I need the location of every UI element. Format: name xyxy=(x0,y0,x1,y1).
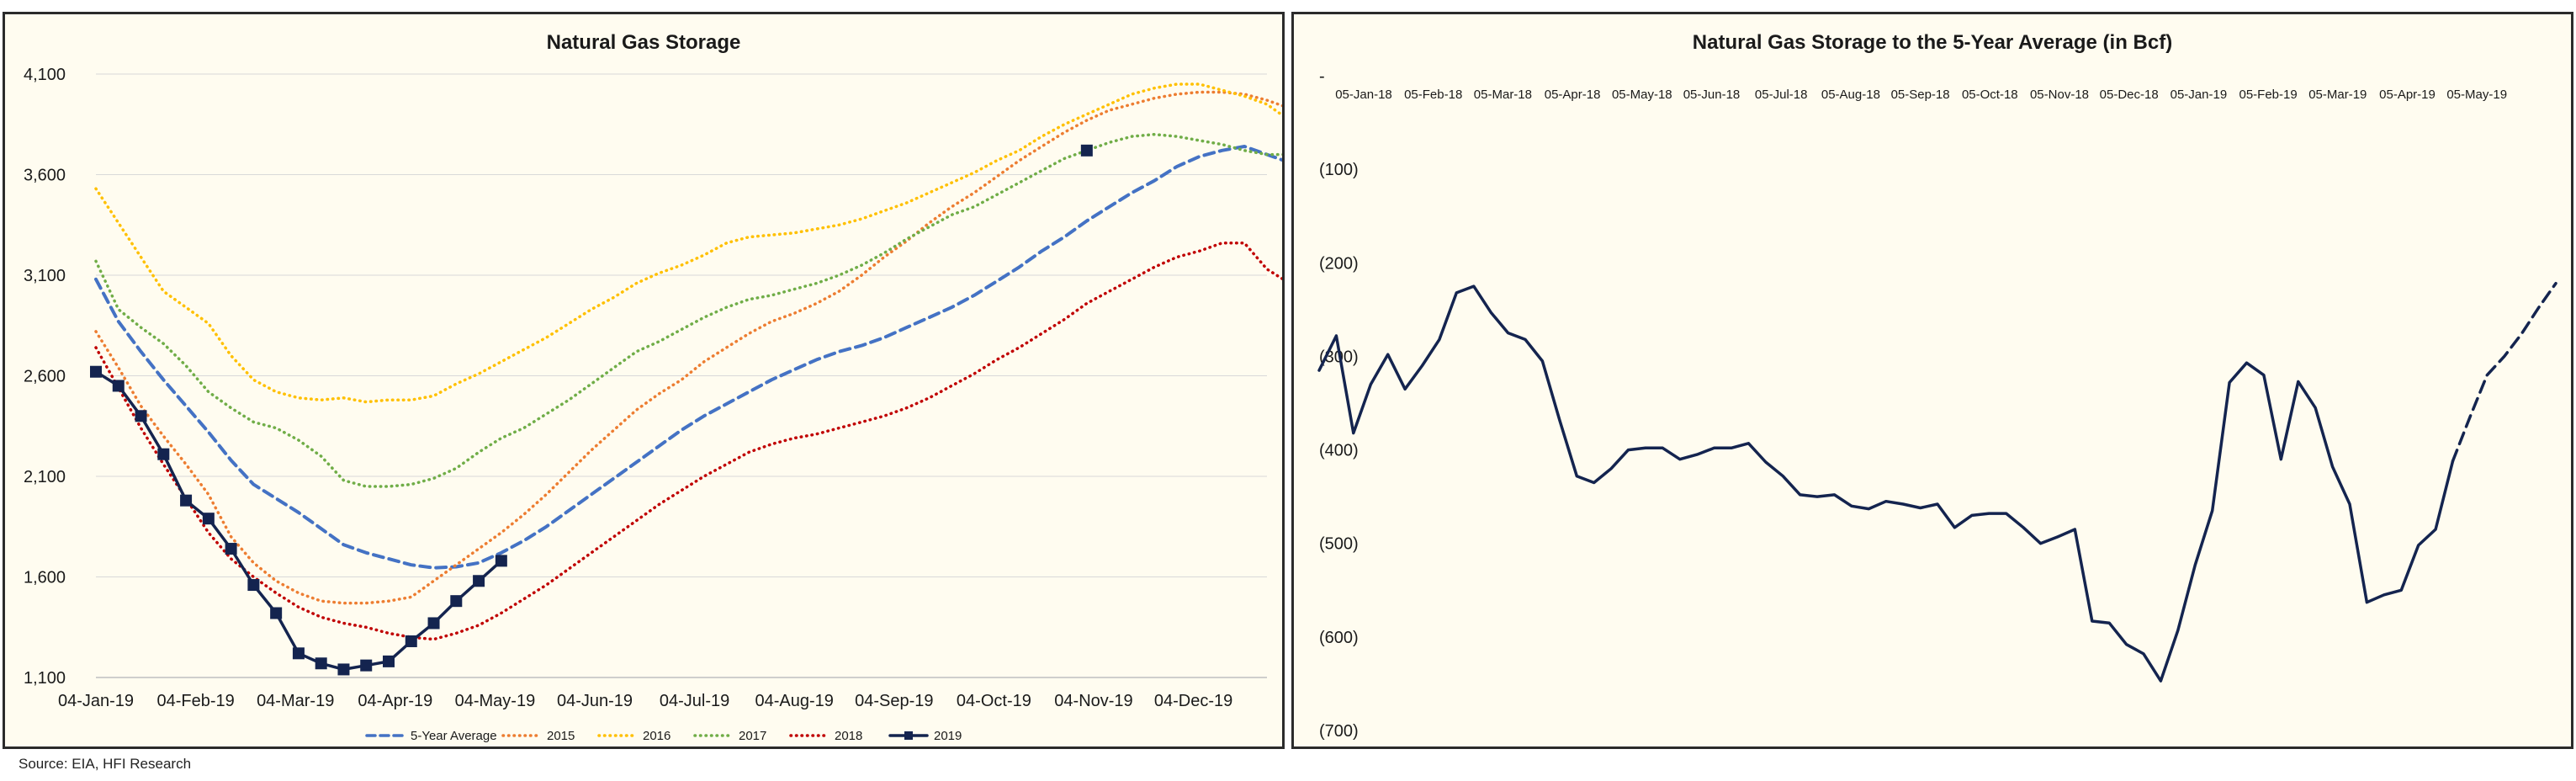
data-point-marker xyxy=(292,647,305,660)
y-tick-label: 3,600 xyxy=(24,167,66,185)
data-point-marker xyxy=(1080,144,1093,157)
x-tick-label: 05-Jan-18 xyxy=(1335,88,1392,102)
x-tick-label: 04-Mar-19 xyxy=(257,692,334,710)
legend-label: 2018 xyxy=(835,729,862,743)
x-tick-label: 05-Dec-18 xyxy=(2100,88,2159,102)
y-tick-label: (200) xyxy=(1319,254,1359,273)
x-tick-label: 05-Apr-19 xyxy=(2379,88,2436,102)
x-tick-label: 05-Sep-18 xyxy=(1891,88,1950,102)
x-tick-label: 04-Jul-19 xyxy=(660,692,729,710)
data-point-marker xyxy=(450,595,463,608)
x-tick-label: 05-Mar-19 xyxy=(2308,88,2367,102)
data-point-marker xyxy=(225,543,237,555)
y-tick-label: 1,600 xyxy=(24,569,66,587)
data-point-marker xyxy=(157,448,170,460)
storage-vs-average-panel: Natural Gas Storage to the 5-Year Averag… xyxy=(1291,12,2573,749)
y-tick-label: 2,600 xyxy=(24,368,66,386)
data-point-marker xyxy=(315,657,327,670)
data-point-marker xyxy=(202,513,215,525)
x-tick-label: 04-Nov-19 xyxy=(1054,692,1132,710)
chart-title: Natural Gas Storage to the 5-Year Averag… xyxy=(1693,31,2172,54)
x-tick-label: 04-Jan-19 xyxy=(58,692,134,710)
series-line-0 xyxy=(1317,284,2455,683)
y-tick-label: - xyxy=(1319,67,1325,86)
x-tick-label: 05-Nov-18 xyxy=(2030,88,2089,102)
y-tick-label: 2,100 xyxy=(24,468,66,486)
series-line-4 xyxy=(94,242,1282,641)
data-point-marker xyxy=(383,655,395,667)
series-line-1 xyxy=(94,90,1282,605)
x-tick-label: 05-Jul-18 xyxy=(1755,88,1808,102)
x-tick-label: 05-Apr-18 xyxy=(1545,88,1601,102)
y-tick-label: (700) xyxy=(1319,722,1359,741)
x-tick-label: 04-Sep-19 xyxy=(855,692,933,710)
series-line-1 xyxy=(2451,281,2557,463)
x-tick-label: 04-Apr-19 xyxy=(358,692,432,710)
legend-label: 2019 xyxy=(934,729,962,743)
series-line-5 xyxy=(94,369,503,672)
x-tick-label: 05-Oct-18 xyxy=(1962,88,2018,102)
x-tick-label: 05-Feb-19 xyxy=(2239,88,2297,102)
series-line-3 xyxy=(94,132,1282,488)
x-tick-label: 05-Feb-18 xyxy=(1404,88,1462,102)
data-point-marker xyxy=(473,575,485,587)
x-tick-label: 04-Feb-19 xyxy=(156,692,234,710)
y-tick-label: (500) xyxy=(1319,535,1359,554)
data-point-marker xyxy=(90,365,102,378)
data-point-marker xyxy=(135,410,147,422)
legend-label: 2015 xyxy=(547,729,575,743)
x-tick-label: 04-May-19 xyxy=(455,692,536,710)
legend-label: 2017 xyxy=(739,729,766,743)
x-tick-label: 04-Oct-19 xyxy=(957,692,1031,710)
y-tick-label: (400) xyxy=(1319,442,1359,460)
series-line-0 xyxy=(94,145,1282,570)
legend-label: 5-Year Average xyxy=(411,729,497,743)
x-tick-label: 04-Dec-19 xyxy=(1154,692,1232,710)
x-tick-label: 05-Jan-19 xyxy=(2171,88,2228,102)
x-tick-label: 05-May-18 xyxy=(1612,88,1672,102)
storage-chart: Natural Gas Storage 4,100 3,600 3,100 2,600 2… xyxy=(24,31,1282,743)
chart-title: Natural Gas Storage xyxy=(547,31,741,54)
x-tick-label: 05-Jun-18 xyxy=(1683,88,1741,102)
storage-chart-panel: Natural Gas Storage 4,100 3,600 3,100 2,600 2… xyxy=(3,12,1285,749)
source-note: Source: EIA, HFI Research xyxy=(19,756,192,772)
y-tick-label: (100) xyxy=(1319,161,1359,179)
data-point-marker xyxy=(405,635,417,647)
data-point-marker xyxy=(247,579,260,592)
data-point-marker xyxy=(270,607,283,619)
legend-marker xyxy=(904,731,913,740)
x-tick-label: 05-Aug-18 xyxy=(1821,88,1880,102)
data-point-marker xyxy=(360,659,373,672)
y-tick-label: 1,100 xyxy=(24,669,66,688)
series-line-2 xyxy=(94,82,1282,404)
x-tick-label: 05-May-19 xyxy=(2446,88,2507,102)
data-point-marker xyxy=(112,380,125,392)
data-point-marker xyxy=(495,555,507,567)
legend-label: 2016 xyxy=(643,729,671,743)
data-point-marker xyxy=(337,663,350,676)
x-tick-label: 04-Jun-19 xyxy=(557,692,633,710)
y-tick-label: (600) xyxy=(1319,629,1359,647)
data-point-marker xyxy=(427,617,440,630)
storage-vs-average-chart: Natural Gas Storage to the 5-Year Averag… xyxy=(1317,31,2557,741)
x-tick-label: 05-Mar-18 xyxy=(1474,88,1532,102)
y-tick-label: 4,100 xyxy=(24,66,66,84)
x-tick-label: 04-Aug-19 xyxy=(755,692,833,710)
data-point-marker xyxy=(180,494,193,507)
y-tick-label: 3,100 xyxy=(24,267,66,285)
